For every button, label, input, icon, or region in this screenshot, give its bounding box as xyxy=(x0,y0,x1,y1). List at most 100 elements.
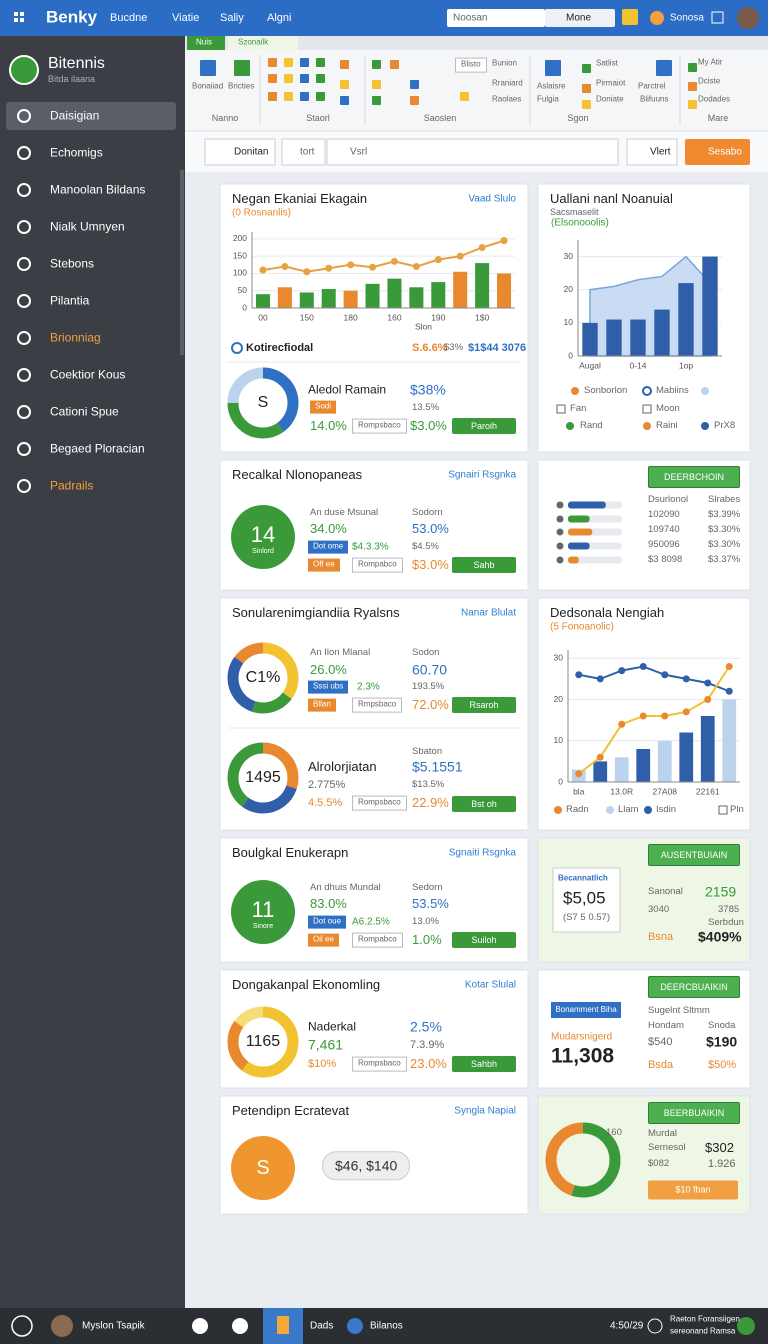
ribbon-icon xyxy=(688,100,697,109)
cards-texts[interactable]: $10 fban xyxy=(648,1180,738,1200)
bar-track xyxy=(568,556,622,564)
cards-texts[interactable]: Rompsbaco xyxy=(352,795,407,811)
cards-texts: Mudarsnigerd xyxy=(551,1031,613,1043)
field xyxy=(281,138,326,166)
ribbon-icon xyxy=(545,60,561,76)
cards-texts: 26.0% xyxy=(310,661,347,677)
line-marker xyxy=(725,663,733,670)
cards-texts: $3.0% xyxy=(410,417,447,433)
cards-texts: 11,308 xyxy=(551,1044,615,1068)
cards-link[interactable]: Nanar Blulat xyxy=(460,607,516,619)
line-marker xyxy=(618,667,626,675)
sidebar-items[interactable]: Padrails xyxy=(50,478,94,493)
sidebar-items[interactable]: Stebons xyxy=(50,256,95,271)
cards-donut-label: 1165 xyxy=(245,1033,281,1051)
bar xyxy=(606,319,622,356)
donut-segment xyxy=(227,742,299,814)
bar xyxy=(678,283,694,356)
cards-texts: $5.1551 xyxy=(412,758,463,775)
cards-button[interactable]: DEERCBUAIKIN xyxy=(648,976,740,998)
cards-texts: $409% xyxy=(698,928,742,945)
cards-texts[interactable]: Rsaroh xyxy=(452,697,516,713)
taskbar-user: Myslon Tsapik xyxy=(82,1320,145,1332)
ribbon-tab-active xyxy=(187,36,225,50)
avatar xyxy=(737,7,759,29)
ribbon-icon xyxy=(582,100,591,109)
bar xyxy=(255,294,270,308)
cards-texts[interactable]: Paroih xyxy=(452,418,516,434)
sidebar-items[interactable]: Nialk Umnyen xyxy=(50,219,125,234)
line-marker xyxy=(281,263,289,271)
line-marker xyxy=(478,244,486,252)
toolbar-filter[interactable]: Donitan xyxy=(234,146,269,158)
cards-texts[interactable]: Bonamment Biha xyxy=(551,1002,621,1018)
toolbar-view[interactable]: Vlert xyxy=(650,146,671,158)
ribbon-icon xyxy=(410,80,419,89)
cards-texts[interactable]: Bst oh xyxy=(452,796,516,812)
toolbar-action[interactable]: Sesabo xyxy=(708,146,742,158)
cards-link[interactable]: Syngla Napial xyxy=(454,1105,516,1117)
ribbon-icon xyxy=(372,60,381,69)
line-marker xyxy=(575,770,583,778)
donut-segment xyxy=(227,1006,299,1078)
sidebar-items[interactable]: Cationi Spue xyxy=(50,404,119,419)
cards-texts: PrX8 xyxy=(714,419,736,431)
cards-button[interactable]: DEERBCHOIN xyxy=(648,466,740,488)
cards-texts[interactable]: Suiloh xyxy=(452,932,516,948)
cards-texts: 13.0% xyxy=(412,915,439,927)
cards-link[interactable]: Kotar Slulal xyxy=(464,979,516,991)
cards-link[interactable]: Vaad Slulo xyxy=(468,193,516,205)
bar xyxy=(657,740,672,782)
sidebar-items[interactable]: Brionniag xyxy=(50,330,101,345)
sidebar-icon xyxy=(17,183,31,197)
line-marker xyxy=(500,237,508,245)
cards-texts: Dot ome xyxy=(308,540,349,554)
cards-texts[interactable]: Rompabco xyxy=(352,557,403,573)
grid-icon xyxy=(14,12,18,16)
sidebar-items[interactable]: Echomigs xyxy=(50,145,103,160)
search-field xyxy=(326,138,619,166)
cards-title: Sonularenimgiandiia Ryalsns xyxy=(232,604,400,620)
cards-texts[interactable]: Rompabco xyxy=(352,932,403,948)
y-tick-label: 100 xyxy=(233,268,247,278)
sidebar-items[interactable]: Pilantia xyxy=(50,293,90,308)
sidebar-items[interactable]: Manoolan Bildans xyxy=(50,182,146,197)
row-icon xyxy=(556,515,564,523)
topbar-search-button: Mone xyxy=(566,12,592,24)
y-tick-label: 10 xyxy=(564,317,574,327)
cards-texts[interactable]: Rmpsbaco xyxy=(352,697,403,713)
cards-texts[interactable]: Sahb xyxy=(452,557,516,573)
ribbon-icon xyxy=(316,92,325,101)
cards-link[interactable]: Sgnaiti Rsgnka xyxy=(448,847,516,859)
cards-texts: Serbdun xyxy=(708,916,744,928)
x-axis-label: Slon xyxy=(415,321,432,331)
cards-button[interactable]: AUSENTBUIAIN xyxy=(648,844,740,866)
ribbon-icon xyxy=(582,64,591,73)
cards-texts: 2159 xyxy=(705,883,737,900)
sidebar-items[interactable]: Daisigian xyxy=(50,108,100,123)
cards-texts: Sonborlon xyxy=(584,384,628,396)
grid-icon xyxy=(14,18,18,22)
sidebar-items[interactable]: Begaed Ploracian xyxy=(50,441,145,456)
cards-button[interactable]: BEERBUAIKIN xyxy=(648,1102,740,1124)
cards-texts: 1.926 xyxy=(708,1157,736,1170)
cards-texts[interactable]: Rompsbaco xyxy=(352,1056,407,1072)
sidebar-icon xyxy=(17,146,31,160)
cards-texts: 950096 xyxy=(648,538,680,550)
cards-link[interactable]: Sgnairi Rsgnka xyxy=(448,469,516,481)
cards-texts: $1$44 3076 xyxy=(468,341,527,354)
cards-texts: 14 xyxy=(250,521,276,547)
cards-texts[interactable]: Sahbh xyxy=(452,1056,516,1072)
ribbon-groups: Mare xyxy=(707,113,729,124)
cards-texts[interactable]: Rompsbaco xyxy=(352,418,407,434)
legend-marker xyxy=(642,386,652,396)
topbar-nav: Viatie xyxy=(172,11,200,24)
ribbon-buttons: Rraniard xyxy=(492,78,523,88)
y-tick-label: 10 xyxy=(554,735,564,745)
grid-icon xyxy=(20,18,24,22)
cards-texts: $4.3.3% xyxy=(352,541,389,553)
sidebar-items[interactable]: Coektior Kous xyxy=(50,367,126,382)
topbar-search: Noosan xyxy=(453,12,488,24)
ribbon-buttons[interactable]: Blisto xyxy=(455,57,487,73)
